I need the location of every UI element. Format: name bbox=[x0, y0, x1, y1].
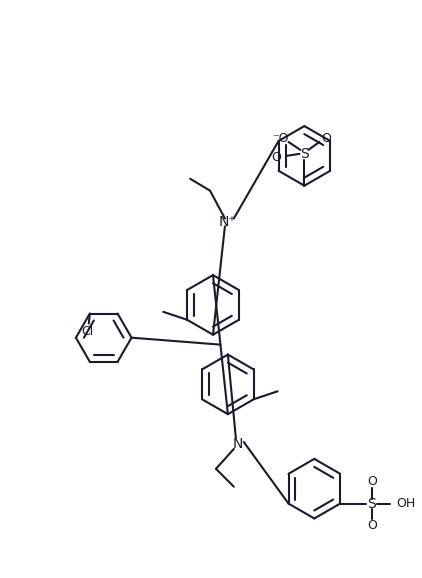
Text: O: O bbox=[367, 519, 377, 532]
Text: S: S bbox=[300, 147, 309, 161]
Text: O: O bbox=[321, 132, 331, 144]
Text: OH: OH bbox=[396, 497, 415, 510]
Text: N: N bbox=[233, 437, 243, 451]
Text: O: O bbox=[272, 151, 281, 164]
Text: S: S bbox=[368, 497, 376, 510]
Text: O: O bbox=[367, 475, 377, 488]
Text: N⁺: N⁺ bbox=[219, 216, 237, 229]
Text: ⁻O: ⁻O bbox=[272, 132, 289, 144]
Text: Cl: Cl bbox=[82, 325, 94, 338]
